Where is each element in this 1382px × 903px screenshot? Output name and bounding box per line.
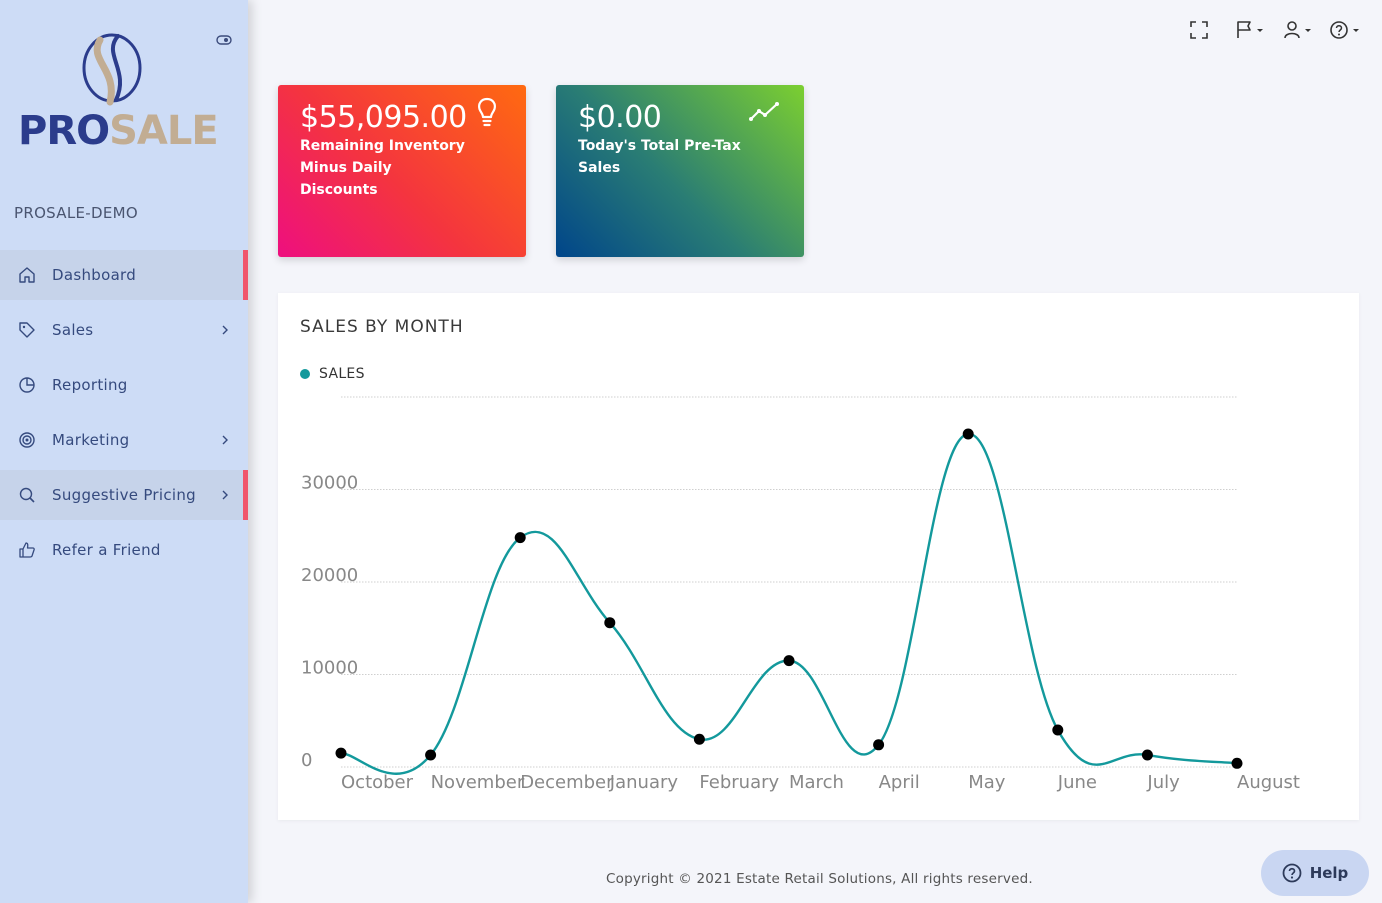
data-point — [693, 733, 705, 745]
org-name: PROSALE-DEMO — [14, 204, 138, 222]
logo-text-pro: PRO — [18, 108, 110, 154]
data-point — [962, 428, 974, 440]
data-point — [783, 655, 795, 667]
sidebar-item-reporting[interactable]: Reporting — [0, 360, 248, 410]
chevron-right-icon — [222, 325, 228, 335]
legend-label: SALES — [319, 366, 365, 382]
help-button[interactable]: Help — [1261, 850, 1369, 896]
x-tick-label: December — [520, 772, 614, 793]
fullscreen-button[interactable] — [1189, 18, 1209, 42]
y-tick-label: 30000 — [301, 473, 358, 494]
y-tick-label: 10000 — [301, 658, 358, 679]
chevron-right-icon — [222, 490, 228, 500]
target-icon — [18, 431, 36, 449]
user-icon — [1284, 21, 1311, 39]
data-point — [604, 617, 616, 629]
data-point — [425, 749, 437, 761]
x-tick-label: March — [789, 772, 844, 793]
notifications-flag-button[interactable] — [1235, 18, 1269, 42]
inventory-value: $55,095.00 — [300, 100, 467, 135]
legend-marker — [300, 369, 310, 379]
y-tick-label: 20000 — [301, 565, 358, 586]
pretax-sales-value: $0.00 — [578, 100, 662, 135]
logo-swirl-icon — [82, 33, 142, 106]
chevron-right-icon — [222, 435, 228, 445]
help-menu-button[interactable] — [1329, 18, 1363, 42]
sidebar-item-marketing[interactable]: Marketing — [0, 415, 248, 465]
pretax-sales-desc: Today's Total Pre-Tax Sales — [578, 138, 741, 176]
trend-line-icon — [749, 102, 779, 121]
chart-title: SALES BY MONTH — [300, 317, 464, 337]
help-label: Help — [1309, 864, 1349, 882]
sidebar-item-refer-a-friend[interactable]: Refer a Friend — [0, 525, 248, 575]
y-tick-label: 0 — [301, 750, 312, 771]
inventory-desc: Remaining Inventory Minus Daily Discount… — [300, 138, 465, 198]
home-icon — [18, 266, 36, 284]
x-tick-label: February — [699, 772, 779, 793]
data-point — [1141, 749, 1153, 761]
x-tick-label: July — [1146, 772, 1180, 793]
data-point — [335, 747, 347, 759]
flag-icon — [1237, 21, 1263, 38]
x-tick-label: August — [1237, 772, 1300, 793]
sidebar-item-label: Reporting — [52, 376, 128, 394]
footer-copyright: Copyright © 2021 Estate Retail Solutions… — [606, 871, 1033, 887]
series-line-sales — [340, 432, 1238, 775]
x-tick-label: October — [341, 772, 414, 793]
sidebar-item-suggestive-pricing[interactable]: Suggestive Pricing — [0, 470, 248, 520]
sidebar-item-label: Suggestive Pricing — [52, 486, 196, 504]
sidebar-item-dashboard[interactable]: Dashboard — [0, 250, 248, 300]
x-tick-label: January — [609, 772, 679, 793]
thumbs-up-icon — [18, 541, 36, 559]
question-circle-icon — [1330, 21, 1359, 39]
lightbulb-icon — [478, 97, 496, 127]
fullscreen-icon — [1190, 21, 1208, 39]
logo-text-sale: SALE — [109, 108, 219, 154]
data-point — [1231, 757, 1243, 769]
pie-chart-icon — [18, 376, 36, 394]
prosale-logo[interactable]: PROSALE — [18, 30, 219, 160]
x-tick-label: November — [431, 772, 525, 793]
chart-legend[interactable]: SALES — [300, 366, 365, 382]
user-menu-button[interactable] — [1283, 18, 1317, 42]
sidebar-nav: Dashboard Sales Reporting Marketing — [0, 250, 248, 580]
tag-icon — [18, 321, 36, 339]
sidebar-item-sales[interactable]: Sales — [0, 305, 248, 355]
x-tick-label: June — [1057, 772, 1097, 793]
data-point — [873, 739, 885, 751]
search-icon — [18, 486, 36, 504]
sidebar-item-label: Sales — [52, 321, 94, 339]
inventory-card: $55,095.00 Remaining Inventory Minus Dai… — [278, 85, 526, 257]
sidebar-toggle-icon[interactable] — [216, 32, 232, 48]
sidebar-item-label: Refer a Friend — [52, 541, 161, 559]
pretax-sales-card: $0.00 Today's Total Pre-Tax Sales — [556, 85, 804, 257]
sales-by-month-panel: SALES BY MONTH SALES 0 10000 20000 30000 Oct… — [278, 293, 1359, 820]
data-point — [514, 532, 526, 544]
question-circle-icon — [1282, 863, 1302, 883]
logo-text: PROSALE — [18, 108, 219, 154]
sidebar-item-label: Dashboard — [52, 266, 137, 284]
data-point — [1052, 724, 1064, 736]
sidebar: PROSALE PROSALE-DEMO Dashboard Sales Rep… — [0, 0, 248, 903]
x-tick-label: April — [879, 772, 920, 793]
x-tick-label: May — [968, 772, 1006, 793]
sidebar-item-label: Marketing — [52, 431, 130, 449]
